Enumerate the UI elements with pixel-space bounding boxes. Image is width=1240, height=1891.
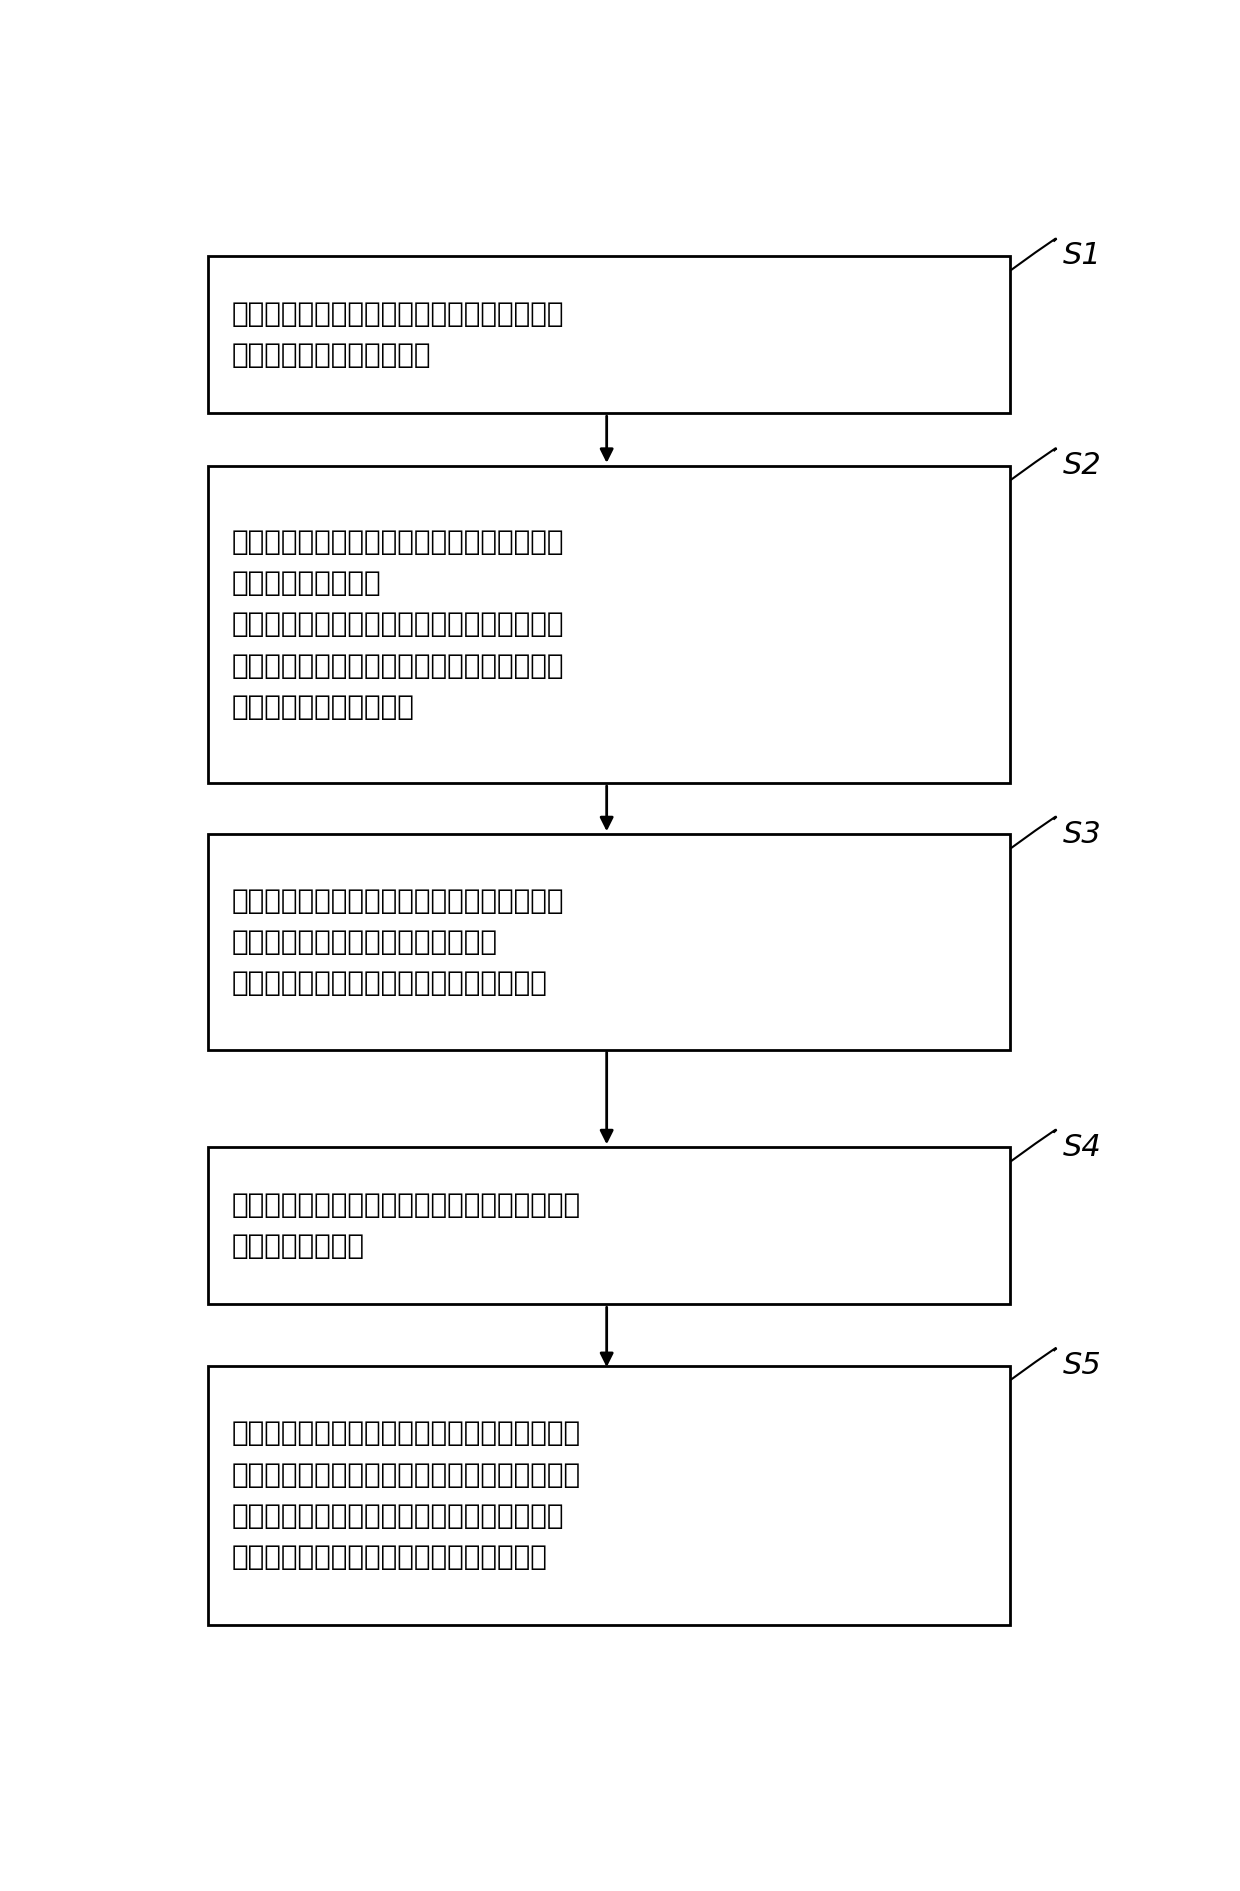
Text: S1: S1 (1063, 242, 1102, 270)
Bar (208, 1365, 1011, 1624)
Bar (208, 834, 1011, 1050)
Text: S3: S3 (1063, 819, 1102, 849)
Text: 以所述系统任务可靠性为指标函数，以所述维修
活动可行集为约束条件，依据所述多阶段任务序
列、所述各部件性能状态以及所述剩余备件数
量，建立维修优化模型，求解最优: 以所述系统任务可靠性为指标函数，以所述维修 活动可行集为约束条件，依据所述多阶段… (232, 1420, 582, 1571)
Text: 依据剩余备件数量以及所述多阶段任务序列计算
维修活动可行集；: 依据剩余备件数量以及所述多阶段任务序列计算 维修活动可行集； (232, 1191, 582, 1261)
Text: 给定系统中部件层性能集合，各部件状态转移
率矩阵和多阶段任务序列；: 给定系统中部件层性能集合，各部件状态转移 率矩阵和多阶段任务序列； (232, 301, 564, 369)
Bar (208, 255, 1011, 414)
Bar (208, 465, 1011, 783)
Text: S4: S4 (1063, 1133, 1102, 1161)
Text: S2: S2 (1063, 452, 1102, 480)
Bar (208, 1148, 1011, 1305)
Text: 依据所述各部件状态转移率矩阵计算部件层性
能集合的概率分布；
依据所述部件层性能集合以及所述部件层性能
集合的概率分布计算系统层性能集合以及系统
层性能集合的概: 依据所述各部件状态转移率矩阵计算部件层性 能集合的概率分布； 依据所述部件层性能… (232, 528, 564, 720)
Text: 依据各部件性能状态、所述系统层性能集合以
及系统层性能集合的概率分布，以及
所述多阶段任务序列计算系统任务可靠性；: 依据各部件性能状态、所述系统层性能集合以 及系统层性能集合的概率分布，以及 所述… (232, 887, 564, 997)
Text: S5: S5 (1063, 1350, 1102, 1380)
